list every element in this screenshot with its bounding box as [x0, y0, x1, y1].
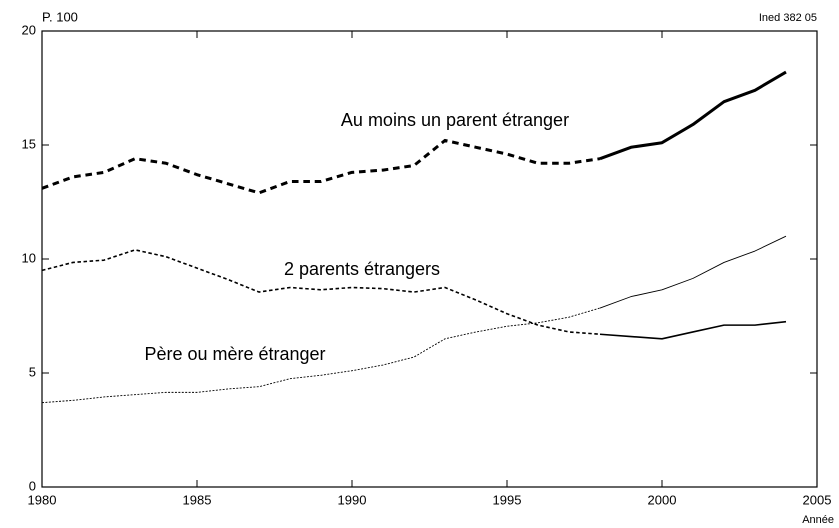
x-tick-label: 1995 — [493, 492, 522, 507]
source: Ined 382 05 — [759, 12, 817, 24]
series-line — [599, 235, 787, 309]
y-tick-label: 20 — [22, 22, 36, 37]
series-line — [41, 138, 601, 195]
series-line — [41, 307, 601, 404]
y-tick-label: 15 — [22, 136, 36, 151]
y-tick-label: 10 — [22, 250, 36, 265]
x-tick-label: 1990 — [338, 492, 367, 507]
x-tick-label: 1985 — [183, 492, 212, 507]
x-axis-label: Année — [802, 514, 834, 526]
series-line — [599, 70, 787, 161]
series-label: Au moins un parent étranger — [341, 110, 569, 130]
x-tick-label: 2005 — [803, 492, 832, 507]
series-line — [599, 320, 787, 340]
series-line — [41, 249, 601, 336]
y-tick-label: 5 — [29, 364, 36, 379]
series-label: Père ou mère étranger — [144, 344, 325, 364]
x-tick-label: 2000 — [648, 492, 677, 507]
y-tick-label: 0 — [29, 478, 36, 493]
y-axis-label: P. 100 — [42, 9, 78, 24]
x-tick-label: 1980 — [28, 492, 57, 507]
series-label: 2 parents étrangers — [284, 259, 440, 279]
